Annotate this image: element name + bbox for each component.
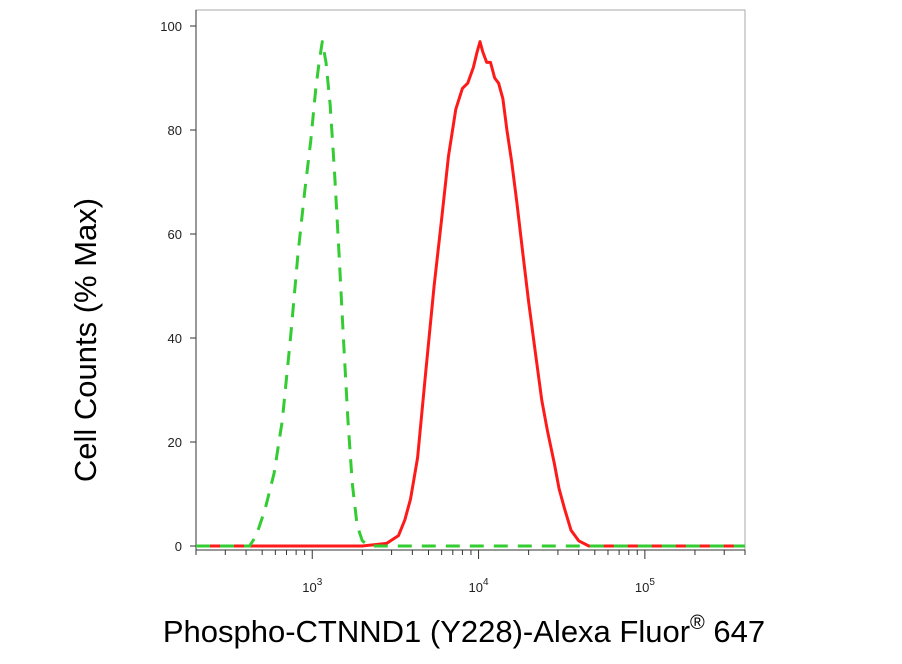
x-tick-label: 105 xyxy=(635,577,655,595)
x-tick-label: 103 xyxy=(302,577,322,595)
x-axis-title-main: Phospho-CTNND1 (Y228)-Alexa Fluor xyxy=(163,614,690,649)
series-line-dashed xyxy=(196,40,745,548)
x-axis-ticks: 103 104 105 xyxy=(195,550,746,595)
y-tick-label: 60 xyxy=(168,227,182,242)
y-tick-label: 40 xyxy=(168,331,182,346)
y-tick-label: 80 xyxy=(168,123,182,138)
x-axis-title: Phospho-CTNND1 (Y228)-Alexa Fluor® 647 xyxy=(163,612,765,649)
y-tick-label: 20 xyxy=(168,435,182,450)
series-line-solid xyxy=(196,40,745,548)
plot-frame xyxy=(195,9,746,551)
x-axis-title-suffix: 647 xyxy=(705,614,765,649)
x-axis-title-registered-mark: ® xyxy=(690,612,705,634)
y-tick-label: 100 xyxy=(160,19,182,34)
y-tick-label: 0 xyxy=(175,539,182,554)
y-axis-title: Cell Counts (% Max) xyxy=(68,198,103,482)
x-tick-label: 104 xyxy=(469,577,489,595)
y-axis-ticks: 0 20 40 60 80 100 xyxy=(160,19,196,554)
series-layer xyxy=(196,40,745,548)
